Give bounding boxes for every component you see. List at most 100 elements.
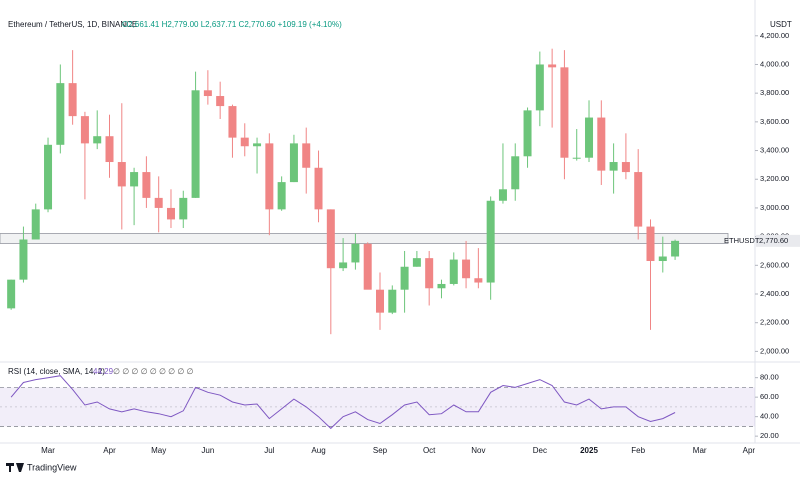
y-tick-label: 20.00 <box>760 431 779 440</box>
candle-body <box>117 162 126 187</box>
candle-body <box>31 209 40 240</box>
candle-body <box>314 167 323 210</box>
candle-body <box>277 182 286 210</box>
y-tick-label: 2,000.00 <box>760 346 789 355</box>
y-tick-label: 40.00 <box>760 412 779 421</box>
ohlc: O2,661.41 H2,779.00 L2,637.71 C2,770.60 … <box>122 20 342 29</box>
candle-body <box>412 258 421 267</box>
candle-body <box>56 83 65 145</box>
brand: TradingView <box>27 462 77 472</box>
candle-body <box>486 200 495 283</box>
x-tick-label: May <box>151 446 166 455</box>
candle-body <box>646 226 655 262</box>
candle-body <box>105 136 114 163</box>
candle-body <box>597 117 606 171</box>
candle-body <box>523 110 532 157</box>
x-tick-label: Apr <box>743 446 756 455</box>
currency: USDT <box>770 20 792 29</box>
candle-body <box>216 96 225 107</box>
rsi-band <box>0 387 755 427</box>
candle-body <box>240 137 249 147</box>
x-tick-label: Oct <box>423 446 436 455</box>
candle-body <box>44 144 53 210</box>
candle-body <box>253 143 262 147</box>
candle-body <box>671 240 680 257</box>
y-tick-label: 2,400.00 <box>760 289 789 298</box>
logo-icon <box>6 463 24 472</box>
candle-body <box>634 172 643 227</box>
y-tick-label: 3,800.00 <box>760 88 789 97</box>
price-zone <box>0 233 729 244</box>
candle-body <box>93 136 102 144</box>
candle-body <box>572 157 581 159</box>
y-tick-label: 4,000.00 <box>760 59 789 68</box>
last-price-label: 2,770.60 <box>759 236 788 245</box>
y-tick-label: 3,200.00 <box>760 174 789 183</box>
x-tick-label: Mar <box>693 446 707 455</box>
candle-body <box>191 90 200 198</box>
y-tick-label: 80.00 <box>760 373 779 382</box>
y-tick-label: 2,600.00 <box>760 260 789 269</box>
candle-body <box>19 239 28 280</box>
x-tick-label: Mar <box>41 446 55 455</box>
x-tick-label: 2025 <box>580 446 598 455</box>
candle-body <box>302 143 311 168</box>
y-tick-label: 4,200.00 <box>760 31 789 40</box>
candle-body <box>585 117 594 158</box>
candle-body <box>658 256 667 262</box>
x-tick-label: Jul <box>264 446 274 455</box>
candle-body <box>498 189 507 201</box>
candle-body <box>80 116 89 144</box>
candle-body <box>560 67 569 158</box>
indicator-title: RSI (14, close, SMA, 14, 2) <box>8 367 105 376</box>
y-tick-label: 60.00 <box>760 392 779 401</box>
candle-body <box>400 266 409 290</box>
candle-body <box>535 64 544 111</box>
indicator-value: 44.29 <box>93 367 114 376</box>
indicator-na: ∅ ∅ ∅ ∅ ∅ ∅ ∅ ∅ ∅ <box>113 367 194 376</box>
candle-body <box>363 243 372 290</box>
x-tick-label: Aug <box>311 446 325 455</box>
candle-body <box>142 172 151 198</box>
y-tick-label: 3,400.00 <box>760 146 789 155</box>
candle-body <box>326 209 335 269</box>
candle-body <box>203 90 212 97</box>
candle-body <box>289 143 298 183</box>
candle-body <box>228 106 237 138</box>
y-tick-label: 3,600.00 <box>760 117 789 126</box>
y-tick-label: 3,000.00 <box>760 203 789 212</box>
candle-body <box>609 162 618 171</box>
candle-body <box>7 279 16 309</box>
candle-body <box>154 197 163 208</box>
candle-body <box>388 289 397 313</box>
candle-body <box>166 207 175 220</box>
candle-body <box>376 289 384 313</box>
candle-body <box>351 243 360 263</box>
candle-body <box>437 283 446 289</box>
candle-body <box>339 262 348 269</box>
candle-body <box>548 64 557 68</box>
x-tick-label: Feb <box>631 446 645 455</box>
x-tick-label: Jun <box>201 446 214 455</box>
y-tick-label: 2,200.00 <box>760 318 789 327</box>
candle-body <box>511 156 520 190</box>
candle-body <box>621 162 630 173</box>
candle-body <box>68 83 77 117</box>
x-tick-label: Apr <box>103 446 116 455</box>
candle-body <box>130 172 139 187</box>
candle-body <box>425 258 434 289</box>
last-price-box <box>756 234 800 247</box>
x-tick-label: Dec <box>533 446 547 455</box>
candle-body <box>474 278 483 283</box>
rsi-line <box>10 375 676 430</box>
x-tick-label: Sep <box>373 446 388 455</box>
last-price-name: ETHUSDT <box>724 236 760 245</box>
symbol: Ethereum / TetherUS, 1D, BINANCE <box>8 20 137 29</box>
candle-body <box>449 259 458 284</box>
x-tick-label: Nov <box>471 446 485 455</box>
candle-body <box>179 197 188 220</box>
candle-body <box>462 259 471 279</box>
candle-body <box>265 143 274 210</box>
